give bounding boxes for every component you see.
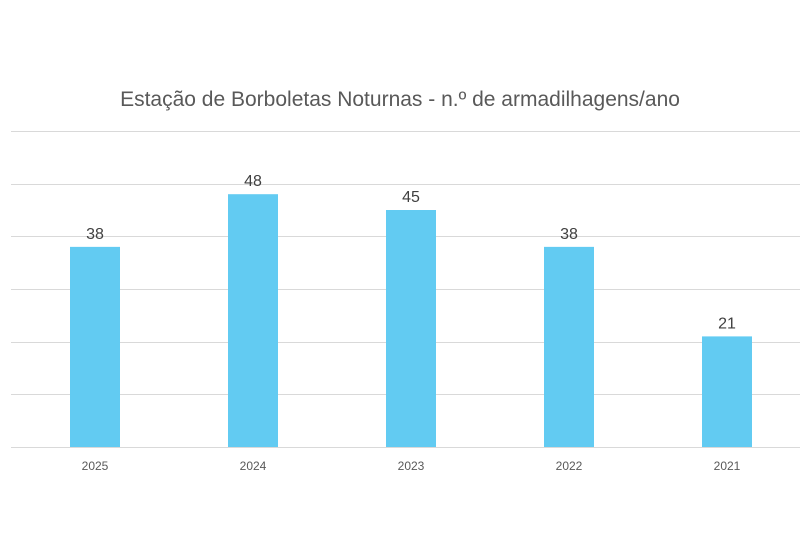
x-tick-label-2022: 2022 [556,459,583,473]
bar-2025 [70,246,120,447]
x-tick-label-2025: 2025 [82,459,109,473]
data-label-2025: 38 [86,226,104,243]
data-label-2022: 38 [560,226,578,243]
bar-2024 [228,194,278,447]
bar-2023 [386,210,436,447]
data-label-2023: 45 [402,189,420,206]
x-tick-label-2023: 2023 [398,459,425,473]
x-tick-label-2021: 2021 [714,459,741,473]
chart-title: Estação de Borboletas Noturnas - n.º de … [120,88,680,111]
bar-2021 [702,336,752,447]
data-label-2021: 21 [718,315,736,332]
data-label-2024: 48 [244,173,262,190]
x-tick-label-2024: 2024 [240,459,267,473]
bar-2022 [544,246,594,447]
